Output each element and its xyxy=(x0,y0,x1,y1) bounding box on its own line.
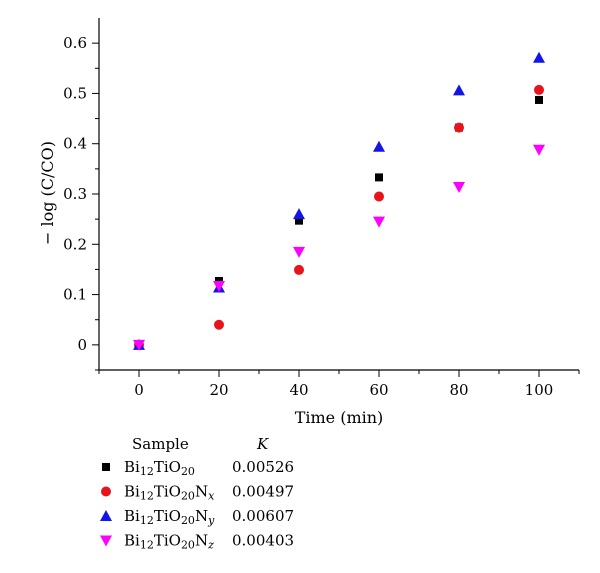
y-tick-label: 0.6 xyxy=(63,34,87,52)
x-tick-label: 20 xyxy=(209,381,228,399)
data-point xyxy=(373,216,385,228)
data-point xyxy=(295,216,303,225)
x-tick-label: 60 xyxy=(369,381,388,399)
data-point xyxy=(453,84,465,96)
legend-marker xyxy=(100,535,112,547)
legend-marker xyxy=(102,463,110,471)
x-tick-label: 80 xyxy=(449,381,468,399)
legend-k-value: 0.00526 xyxy=(232,458,294,476)
data-point xyxy=(454,122,464,133)
legend-marker xyxy=(101,486,111,497)
series-2 xyxy=(134,84,544,350)
data-point xyxy=(293,246,305,258)
data-point xyxy=(214,319,224,330)
data-point xyxy=(533,51,545,63)
y-axis-title: − log (C/CO) xyxy=(38,141,57,245)
legend-k-value: 0.00403 xyxy=(232,532,294,550)
x-tick-label: 0 xyxy=(134,381,144,399)
legend-header-sample: Sample xyxy=(132,435,189,453)
data-point xyxy=(215,276,223,285)
series-1 xyxy=(135,95,543,349)
axes: 0 20 40 60 80 100 0 0.1 0.2 0.3 0.4 0.5 0.6 xyxy=(63,18,580,399)
y-tick-label: 0.4 xyxy=(63,135,87,153)
legend-k-value: 0.00497 xyxy=(232,483,294,501)
data-point xyxy=(453,181,465,193)
legend-header-k: K xyxy=(256,435,269,453)
legend-k-value: 0.00607 xyxy=(232,507,294,525)
data-points xyxy=(133,51,545,351)
x-tick-label: 100 xyxy=(525,381,554,399)
data-point xyxy=(534,84,544,95)
y-tick-label: 0 xyxy=(77,336,87,354)
data-point xyxy=(213,281,225,293)
data-point xyxy=(533,144,545,156)
legend-series-name: Bi12TiO20Nz xyxy=(124,532,214,552)
x-tick-label: 40 xyxy=(289,381,308,399)
y-tick-label: 0.1 xyxy=(63,286,87,304)
data-point xyxy=(535,95,543,104)
series-3 xyxy=(133,51,545,350)
series-4 xyxy=(133,144,545,351)
x-axis-title: Time (min) xyxy=(295,408,384,427)
y-tick-label: 0.3 xyxy=(63,185,87,203)
legend-marker xyxy=(100,510,112,521)
legend-series-name: Bi12TiO20 xyxy=(124,458,195,478)
legend-series-name: Bi12TiO20Nx xyxy=(124,483,215,503)
data-point xyxy=(294,264,304,275)
y-tick-label: 0.2 xyxy=(63,235,87,253)
data-point xyxy=(375,173,383,182)
data-point xyxy=(293,208,305,220)
y-tick-label: 0.5 xyxy=(63,84,87,102)
legend: Sample K Bi12TiO20 0.00526 Bi12TiO20Nx 0.00… xyxy=(100,435,294,552)
legend-series-name: Bi12TiO20Ny xyxy=(124,507,215,527)
data-point xyxy=(374,191,384,202)
data-point xyxy=(133,339,145,351)
data-point xyxy=(373,140,385,152)
